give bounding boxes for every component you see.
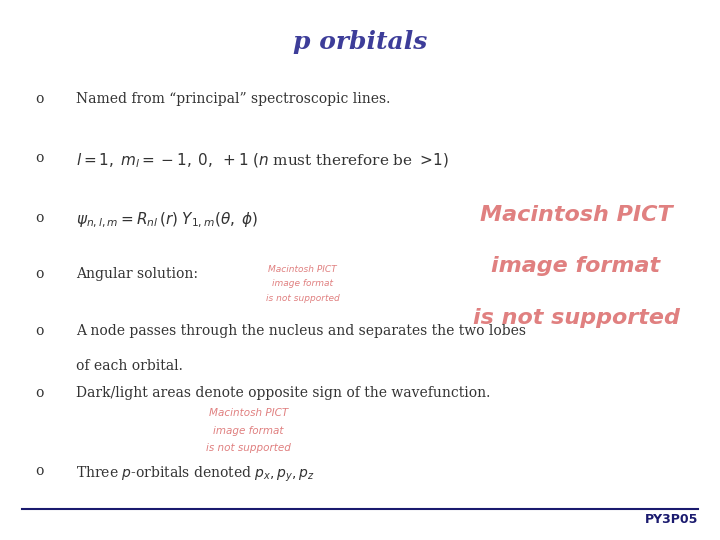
Text: o: o	[35, 324, 44, 338]
Text: image format: image format	[272, 279, 333, 288]
Text: $\psi_{n,l,m} = R_{nl}\,(r)\; Y_{1,m}(\theta,\; \phi)$: $\psi_{n,l,m} = R_{nl}\,(r)\; Y_{1,m}(\t…	[76, 211, 258, 230]
Text: o: o	[35, 267, 44, 281]
Text: of each orbital.: of each orbital.	[76, 359, 182, 373]
Text: Named from “principal” spectroscopic lines.: Named from “principal” spectroscopic lin…	[76, 92, 390, 106]
Text: o: o	[35, 386, 44, 400]
Text: image format: image format	[492, 256, 660, 276]
Text: Three $p$-orbitals denoted $p_x, p_y, p_z$: Three $p$-orbitals denoted $p_x, p_y, p_…	[76, 464, 315, 484]
Text: Macintosh PICT: Macintosh PICT	[209, 408, 288, 418]
Text: o: o	[35, 464, 44, 478]
Text: $\mathit{l} = 1,\; m_\mathit{l} = -1,\; 0,\; +1\; (\mathit{n}$ must therefore be: $\mathit{l} = 1,\; m_\mathit{l} = -1,\; …	[76, 151, 449, 170]
Text: image format: image format	[213, 426, 284, 436]
Text: is not supported: is not supported	[206, 443, 291, 454]
Text: o: o	[35, 211, 44, 225]
Text: o: o	[35, 151, 44, 165]
Text: is not supported: is not supported	[472, 308, 680, 328]
Text: Angular solution:: Angular solution:	[76, 267, 197, 281]
Text: is not supported: is not supported	[266, 294, 339, 303]
Text: o: o	[35, 92, 44, 106]
Text: Dark/light areas denote opposite sign of the wavefunction.: Dark/light areas denote opposite sign of…	[76, 386, 490, 400]
Text: Macintosh PICT: Macintosh PICT	[268, 265, 337, 274]
Text: PY3P05: PY3P05	[645, 513, 698, 526]
Text: Macintosh PICT: Macintosh PICT	[480, 205, 672, 225]
Text: p orbitals: p orbitals	[293, 30, 427, 53]
Text: A node passes through the nucleus and separates the two lobes: A node passes through the nucleus and se…	[76, 324, 526, 338]
